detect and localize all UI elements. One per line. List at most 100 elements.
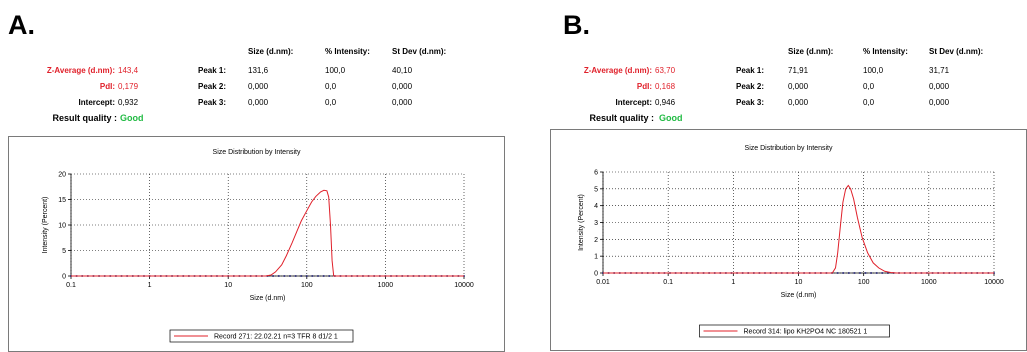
intercept-value: 0,946 [655,98,676,107]
baseline-marker [842,272,844,274]
x-tick-label: 0.1 [663,279,673,286]
x-tick-label: 100 [301,282,313,289]
intercept-value: 0,932 [118,98,139,107]
z-average-label: Z-Average (d.nm): [583,66,652,75]
z-average-value: 63,70 [655,66,676,75]
y-axis-label: Intensity (Percent) [42,197,49,254]
x-tick-label: 1 [731,279,735,286]
x-tick-label: 10000 [984,279,1004,286]
baseline-marker [294,275,297,277]
peak-2-label: Peak 2: [736,82,765,91]
quality-label: Result quality : [589,113,654,123]
x-axis-label: Size (d.nm) [781,292,817,299]
y-tick-label: 0 [594,271,598,278]
peak-3-stdev: 0,000 [392,98,413,107]
quality-value: Good [120,113,144,123]
peak-1-label: Peak 1: [736,66,765,75]
peak-3-size: 0,000 [788,98,809,107]
baseline-marker [306,275,308,277]
baseline-marker [322,275,325,277]
x-tick-label: 0.1 [66,282,76,289]
intercept-label: Intercept: [78,98,115,107]
x-tick-label: 0.01 [596,279,610,286]
baseline-marker [881,272,884,274]
baseline-marker [277,275,280,277]
y-tick-label: 20 [58,172,66,179]
chart-title: Size Distribution by Intensity [213,149,301,156]
intensity-header: % Intensity: [325,47,370,56]
panel-label: B. [563,10,590,40]
peak-2-stdev: 0,000 [929,82,950,91]
baseline-marker [859,272,861,274]
baseline-marker [847,272,850,274]
z-average-label: Z-Average (d.nm): [46,66,115,75]
legend-box [169,329,354,343]
chart-a: Size Distribution by Intensity 0.1 1 10 100 1… [8,136,505,352]
peak-2-intensity: 0,0 [325,82,337,91]
peak-3-size: 0,000 [248,98,269,107]
peak-3-label: Peak 3: [198,98,227,107]
peak-3-intensity: 0,0 [863,98,875,107]
x-tick-label: 1000 [921,279,937,286]
baseline-marker [311,275,314,277]
peak-1-stdev: 31,71 [929,66,950,75]
baseline-marker [993,272,995,274]
x-tick-label: 100 [858,279,870,286]
y-tick-label: 5 [594,186,598,193]
baseline-marker [870,272,872,274]
baseline-marker [853,272,856,274]
baseline-marker [289,275,291,277]
baseline-marker [300,275,302,277]
y-axis-label: Intensity (Percent) [578,194,585,251]
stdev-header: St Dev (d.nm): [392,47,447,56]
peak-1-intensity: 100,0 [325,66,346,75]
y-tick-label: 15 [58,197,66,204]
peak-2-size: 0,000 [248,82,269,91]
chart-title: Size Distribution by Intensity [745,145,833,152]
z-average-value: 143,4 [118,66,139,75]
legend-label: Record 271: 22.02.21 n=3 TFR 8 d1/2 1 [214,334,338,341]
y-tick-label: 0 [62,274,66,281]
pdi-value: 0,168 [655,82,676,91]
x-tick-label: 10 [224,282,232,289]
peak-2-label: Peak 2: [198,82,227,91]
y-tick-label: 6 [594,170,598,177]
baseline-marker [864,272,867,274]
x-tick-label: 1000 [378,282,394,289]
panel-a: A. Size (d.nm): % Intensity: St Dev (d.n… [0,0,505,352]
peak-3-label: Peak 3: [736,98,765,107]
y-tick-label: 5 [62,248,66,255]
size-header: Size (d.nm): [788,47,834,56]
legend-label: Record 314: lipo KH2PO4 NC 180521 1 [744,329,868,336]
x-axis-label: Size (d.nm) [250,295,286,302]
chart-b: Size Distribution by Intensity 0.01 0.1 1 10… [550,129,1027,351]
size-header: Size (d.nm): [248,47,294,56]
peak-2-intensity: 0,0 [863,82,875,91]
peak-2-size: 0,000 [788,82,809,91]
y-tick-label: 1 [594,254,598,261]
baseline-marker [283,275,286,277]
y-tick-label: 10 [58,223,66,230]
pdi-label: PdI: [636,82,652,91]
peak-1-stdev: 40,10 [392,66,413,75]
baseline-marker [317,275,319,277]
intensity-header: % Intensity: [863,47,908,56]
series-line [603,184,994,274]
quality-value: Good [659,113,683,123]
pdi-label: PdI: [99,82,115,91]
peak-1-size: 131,6 [248,66,269,75]
quality-label: Result quality : [52,113,117,123]
peak-3-intensity: 0,0 [325,98,337,107]
y-tick-label: 4 [594,203,598,210]
y-tick-label: 3 [594,220,598,227]
pdi-value: 0,179 [118,82,139,91]
baseline-marker [328,275,331,277]
legend-box [699,324,890,338]
peak-1-label: Peak 1: [198,66,227,75]
baseline-marker [272,275,274,277]
panel-label: A. [8,10,35,40]
baseline-marker [887,272,889,274]
peak-1-intensity: 100,0 [863,66,884,75]
baseline-marker [875,272,878,274]
